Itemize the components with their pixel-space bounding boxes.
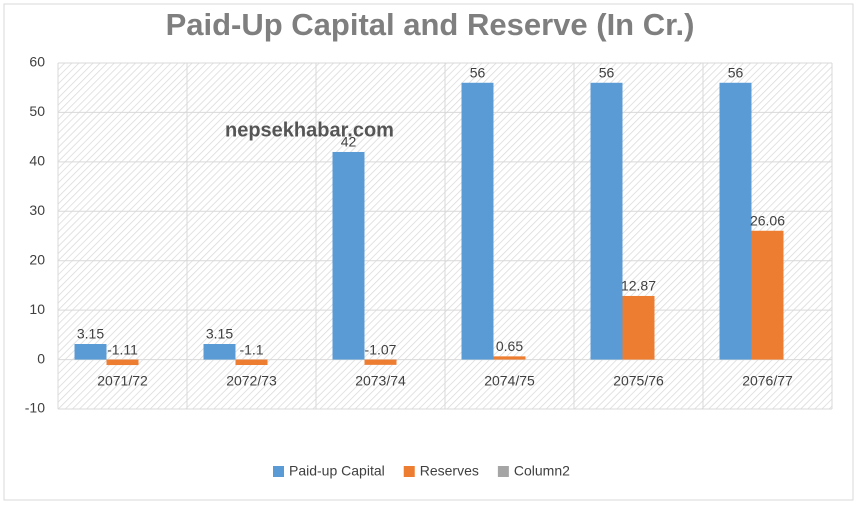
y-tick-label: 0	[37, 350, 45, 366]
legend-swatch	[403, 466, 415, 477]
chart-title: Paid-Up Capital and Reserve (In Cr.)	[166, 7, 695, 42]
bar	[719, 82, 752, 360]
y-tick-label: 60	[29, 54, 45, 70]
bar	[493, 356, 526, 360]
bar	[235, 359, 268, 366]
bar	[590, 82, 623, 360]
bar	[461, 82, 494, 360]
bar	[364, 359, 397, 365]
data-label: -1.11	[107, 341, 138, 357]
data-label: -1.07	[365, 341, 397, 357]
data-label: 56	[599, 64, 615, 80]
y-tick-label: 20	[29, 251, 45, 267]
legend-swatch	[273, 466, 284, 477]
data-label: 3.15	[206, 326, 233, 342]
x-tick-label: 2074/75	[484, 372, 535, 388]
y-tick-label: 40	[29, 153, 45, 169]
bar	[203, 344, 236, 360]
data-label: 26.06	[750, 212, 785, 228]
data-label: 3.15	[77, 326, 104, 342]
x-tick-label: 2071/72	[97, 372, 148, 388]
y-tick-label: -10	[25, 400, 45, 416]
data-label: 42	[341, 134, 357, 150]
data-label: 56	[728, 64, 744, 80]
y-tick-label: 10	[29, 301, 45, 317]
data-label: 56	[470, 64, 486, 80]
data-label: 0.65	[496, 338, 523, 354]
x-tick-label: 2072/73	[226, 372, 277, 388]
bar	[106, 359, 139, 366]
bar	[622, 295, 655, 360]
x-tick-label: 2076/77	[742, 372, 793, 388]
y-tick-label: 30	[29, 202, 45, 218]
bar	[332, 151, 365, 360]
legend-swatch	[497, 466, 509, 477]
data-label: 12.87	[621, 278, 656, 294]
legend-label: Column2	[514, 463, 570, 479]
bar	[751, 230, 784, 360]
y-tick-label: 50	[29, 103, 45, 119]
legend-label: Paid-up Capital	[289, 463, 385, 479]
data-label: -1.1	[239, 341, 263, 357]
bar	[74, 344, 107, 360]
watermark: nepsekhabar.com	[225, 119, 394, 141]
x-tick-label: 2073/74	[355, 372, 406, 388]
x-tick-label: 2075/76	[613, 372, 664, 388]
legend-label: Reserves	[420, 463, 479, 479]
